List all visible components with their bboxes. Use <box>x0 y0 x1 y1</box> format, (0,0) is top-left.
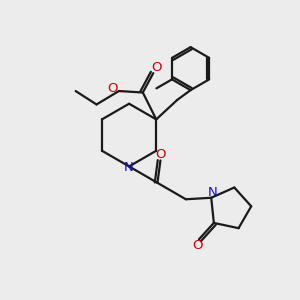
Text: N: N <box>124 161 134 174</box>
Text: O: O <box>107 82 118 95</box>
Text: N: N <box>208 186 218 199</box>
Text: O: O <box>192 239 203 252</box>
Text: O: O <box>151 61 161 74</box>
Text: O: O <box>155 148 166 161</box>
